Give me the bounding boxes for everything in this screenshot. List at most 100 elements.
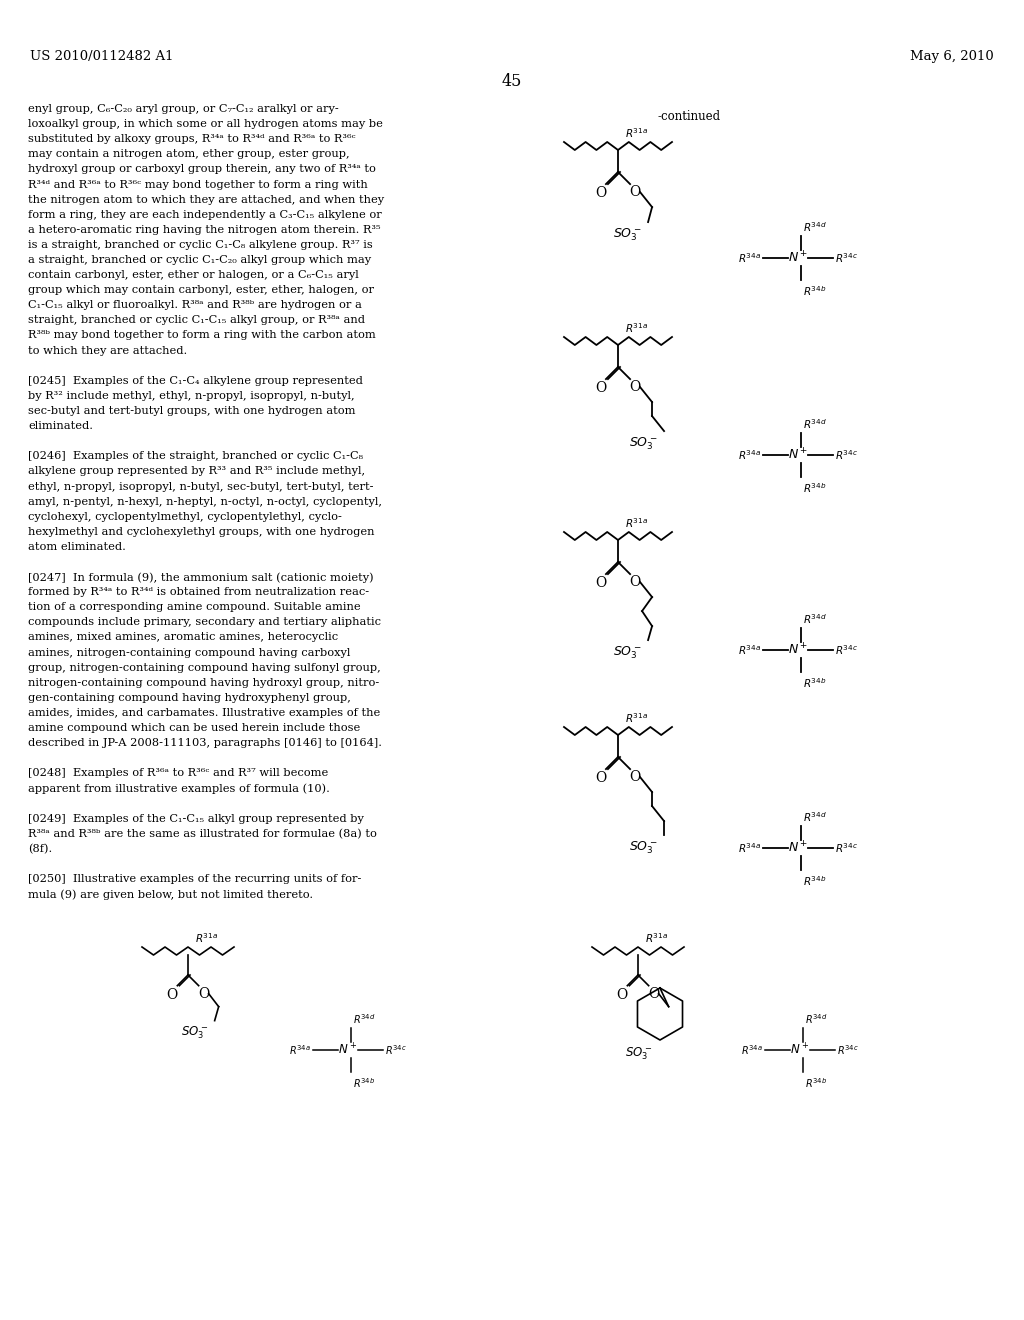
Text: a straight, branched or cyclic C₁-C₂₀ alkyl group which may: a straight, branched or cyclic C₁-C₂₀ al… — [28, 255, 371, 265]
Text: $SO_3^-$: $SO_3^-$ — [630, 840, 658, 855]
Text: $R^{34a}$: $R^{34a}$ — [738, 643, 761, 657]
Text: $R^{34b}$: $R^{34b}$ — [803, 676, 826, 690]
Text: $R^{31a}$: $R^{31a}$ — [645, 931, 669, 945]
Text: eliminated.: eliminated. — [28, 421, 93, 432]
Text: by R³² include methyl, ethyl, n-propyl, isopropyl, n-butyl,: by R³² include methyl, ethyl, n-propyl, … — [28, 391, 354, 401]
Text: $R^{34d}$: $R^{34d}$ — [803, 417, 826, 432]
Text: sec-butyl and tert-butyl groups, with one hydrogen atom: sec-butyl and tert-butyl groups, with on… — [28, 407, 355, 416]
Text: $R^{34c}$: $R^{34c}$ — [837, 1043, 859, 1057]
Text: gen-containing compound having hydroxyphenyl group,: gen-containing compound having hydroxyph… — [28, 693, 351, 702]
Text: $R^{34d}$: $R^{34d}$ — [805, 1012, 827, 1026]
Text: to which they are attached.: to which they are attached. — [28, 346, 187, 355]
Text: tion of a corresponding amine compound. Suitable amine: tion of a corresponding amine compound. … — [28, 602, 360, 612]
Text: R³⁴ᵈ and R³⁶ᵃ to R³⁶ᶜ may bond together to form a ring with: R³⁴ᵈ and R³⁶ᵃ to R³⁶ᶜ may bond together … — [28, 180, 368, 190]
Text: $R^{34a}$: $R^{34a}$ — [738, 251, 761, 265]
Text: amides, imides, and carbamates. Illustrative examples of the: amides, imides, and carbamates. Illustra… — [28, 708, 380, 718]
Text: atom eliminated.: atom eliminated. — [28, 543, 126, 552]
Text: $R^{34b}$: $R^{34b}$ — [803, 874, 826, 888]
Text: substituted by alkoxy groups, R³⁴ᵃ to R³⁴ᵈ and R³⁶ᵃ to R³⁶ᶜ: substituted by alkoxy groups, R³⁴ᵃ to R³… — [28, 135, 355, 144]
Text: [0248]  Examples of R³⁶ᵃ to R³⁶ᶜ and R³⁷ will become: [0248] Examples of R³⁶ᵃ to R³⁶ᶜ and R³⁷ … — [28, 768, 329, 779]
Text: O: O — [595, 381, 606, 395]
Text: $SO_3^-$: $SO_3^-$ — [625, 1045, 652, 1063]
Text: [0246]  Examples of the straight, branched or cyclic C₁-C₈: [0246] Examples of the straight, branche… — [28, 451, 362, 461]
Text: R³⁸ᵃ and R³⁸ᵇ are the same as illustrated for formulae (8a) to: R³⁸ᵃ and R³⁸ᵇ are the same as illustrate… — [28, 829, 377, 840]
Text: the nitrogen atom to which they are attached, and when they: the nitrogen atom to which they are atta… — [28, 194, 384, 205]
Text: straight, branched or cyclic C₁-C₁₅ alkyl group, or R³⁸ᵃ and: straight, branched or cyclic C₁-C₁₅ alky… — [28, 315, 365, 326]
Text: group which may contain carbonyl, ester, ether, halogen, or: group which may contain carbonyl, ester,… — [28, 285, 374, 296]
Text: $R^{34b}$: $R^{34b}$ — [353, 1076, 375, 1090]
Text: amines, mixed amines, aromatic amines, heterocyclic: amines, mixed amines, aromatic amines, h… — [28, 632, 338, 643]
Text: is a straight, branched or cyclic C₁-C₈ alkylene group. R³⁷ is: is a straight, branched or cyclic C₁-C₈ … — [28, 240, 373, 249]
Text: $R^{34c}$: $R^{34c}$ — [385, 1043, 407, 1057]
Text: $R^{31a}$: $R^{31a}$ — [625, 321, 648, 335]
Text: O: O — [595, 771, 606, 785]
Text: O: O — [630, 380, 641, 395]
Text: R³⁸ᵇ may bond together to form a ring with the carbon atom: R³⁸ᵇ may bond together to form a ring wi… — [28, 330, 376, 341]
Text: cyclohexyl, cyclopentylmethyl, cyclopentylethyl, cyclo-: cyclohexyl, cyclopentylmethyl, cyclopent… — [28, 512, 342, 521]
Text: form a ring, they are each independently a C₃-C₁₅ alkylene or: form a ring, they are each independently… — [28, 210, 382, 219]
Text: O: O — [198, 986, 209, 1001]
Text: $R^{34c}$: $R^{34c}$ — [835, 251, 858, 265]
Text: compounds include primary, secondary and tertiary aliphatic: compounds include primary, secondary and… — [28, 618, 381, 627]
Text: described in JP-A 2008-111103, paragraphs [0146] to [0164].: described in JP-A 2008-111103, paragraph… — [28, 738, 382, 748]
Text: apparent from illustrative examples of formula (10).: apparent from illustrative examples of f… — [28, 784, 330, 795]
Text: 45: 45 — [502, 73, 522, 90]
Text: amine compound which can be used herein include those: amine compound which can be used herein … — [28, 723, 360, 733]
Text: $SO_3^-$: $SO_3^-$ — [630, 436, 658, 451]
Text: alkylene group represented by R³³ and R³⁵ include methyl,: alkylene group represented by R³³ and R³… — [28, 466, 366, 477]
Text: O: O — [630, 576, 641, 589]
Text: $SO_3^-$: $SO_3^-$ — [613, 644, 642, 660]
Text: $R^{34a}$: $R^{34a}$ — [289, 1043, 311, 1057]
Text: $R^{34c}$: $R^{34c}$ — [835, 643, 858, 657]
Text: [0245]  Examples of the C₁-C₄ alkylene group represented: [0245] Examples of the C₁-C₄ alkylene gr… — [28, 376, 362, 385]
Text: $R^{34a}$: $R^{34a}$ — [738, 447, 761, 462]
Text: $N^+$: $N^+$ — [787, 251, 808, 265]
Text: $R^{34a}$: $R^{34a}$ — [738, 841, 761, 855]
Text: may contain a nitrogen atom, ether group, ester group,: may contain a nitrogen atom, ether group… — [28, 149, 349, 160]
Text: hexylmethyl and cyclohexylethyl groups, with one hydrogen: hexylmethyl and cyclohexylethyl groups, … — [28, 527, 375, 537]
Text: group, nitrogen-containing compound having sulfonyl group,: group, nitrogen-containing compound havi… — [28, 663, 381, 673]
Text: enyl group, C₆-C₂₀ aryl group, or C₇-C₁₂ aralkyl or ary-: enyl group, C₆-C₂₀ aryl group, or C₇-C₁₂… — [28, 104, 339, 114]
Text: formed by R³⁴ᵃ to R³⁴ᵈ is obtained from neutralization reac-: formed by R³⁴ᵃ to R³⁴ᵈ is obtained from … — [28, 587, 369, 597]
Text: $R^{34d}$: $R^{34d}$ — [803, 220, 826, 234]
Text: (8f).: (8f). — [28, 843, 52, 854]
Text: $SO_3^-$: $SO_3^-$ — [181, 1024, 209, 1041]
Text: $N^+$: $N^+$ — [787, 841, 808, 855]
Text: O: O — [167, 987, 178, 1002]
Text: O: O — [616, 987, 628, 1002]
Text: [0250]  Illustrative examples of the recurring units of for-: [0250] Illustrative examples of the recu… — [28, 874, 361, 884]
Text: $N^+$: $N^+$ — [787, 643, 808, 657]
Text: loxoalkyl group, in which some or all hydrogen atoms may be: loxoalkyl group, in which some or all hy… — [28, 119, 383, 129]
Text: amyl, n-pentyl, n-hexyl, n-heptyl, n-octyl, n-octyl, cyclopentyl,: amyl, n-pentyl, n-hexyl, n-heptyl, n-oct… — [28, 496, 382, 507]
Text: contain carbonyl, ester, ether or halogen, or a C₆-C₁₅ aryl: contain carbonyl, ester, ether or haloge… — [28, 271, 358, 280]
Text: $R^{34a}$: $R^{34a}$ — [741, 1043, 763, 1057]
Text: $SO_3^-$: $SO_3^-$ — [613, 226, 642, 243]
Text: O: O — [595, 576, 606, 590]
Text: O: O — [595, 186, 606, 201]
Text: $N^+$: $N^+$ — [338, 1043, 357, 1057]
Text: $R^{31a}$: $R^{31a}$ — [195, 931, 218, 945]
Text: $R^{34c}$: $R^{34c}$ — [835, 447, 858, 462]
Text: nitrogen-containing compound having hydroxyl group, nitro-: nitrogen-containing compound having hydr… — [28, 677, 379, 688]
Text: $R^{34d}$: $R^{34d}$ — [803, 612, 826, 626]
Text: US 2010/0112482 A1: US 2010/0112482 A1 — [30, 50, 173, 63]
Text: O: O — [648, 986, 659, 1001]
Text: $R^{31a}$: $R^{31a}$ — [625, 711, 648, 725]
Text: O: O — [630, 770, 641, 784]
Text: $R^{34d}$: $R^{34d}$ — [353, 1012, 376, 1026]
Text: amines, nitrogen-containing compound having carboxyl: amines, nitrogen-containing compound hav… — [28, 648, 350, 657]
Text: $R^{31a}$: $R^{31a}$ — [625, 127, 648, 140]
Text: -continued: -continued — [658, 110, 721, 123]
Text: O: O — [630, 185, 641, 199]
Text: a hetero-aromatic ring having the nitrogen atom therein. R³⁵: a hetero-aromatic ring having the nitrog… — [28, 224, 381, 235]
Text: hydroxyl group or carboxyl group therein, any two of R³⁴ᵃ to: hydroxyl group or carboxyl group therein… — [28, 165, 376, 174]
Text: C₁-C₁₅ alkyl or fluoroalkyl. R³⁸ᵃ and R³⁸ᵇ are hydrogen or a: C₁-C₁₅ alkyl or fluoroalkyl. R³⁸ᵃ and R³… — [28, 300, 361, 310]
Text: $R^{34b}$: $R^{34b}$ — [805, 1076, 827, 1090]
Text: $R^{34d}$: $R^{34d}$ — [803, 810, 826, 824]
Text: $R^{31a}$: $R^{31a}$ — [625, 516, 648, 531]
Text: $R^{34c}$: $R^{34c}$ — [835, 841, 858, 855]
Text: $R^{34b}$: $R^{34b}$ — [803, 480, 826, 495]
Text: $N^+$: $N^+$ — [787, 447, 808, 462]
Text: [0247]  In formula (9), the ammonium salt (cationic moiety): [0247] In formula (9), the ammonium salt… — [28, 572, 374, 582]
Text: [0249]  Examples of the C₁-C₁₅ alkyl group represented by: [0249] Examples of the C₁-C₁₅ alkyl grou… — [28, 813, 364, 824]
